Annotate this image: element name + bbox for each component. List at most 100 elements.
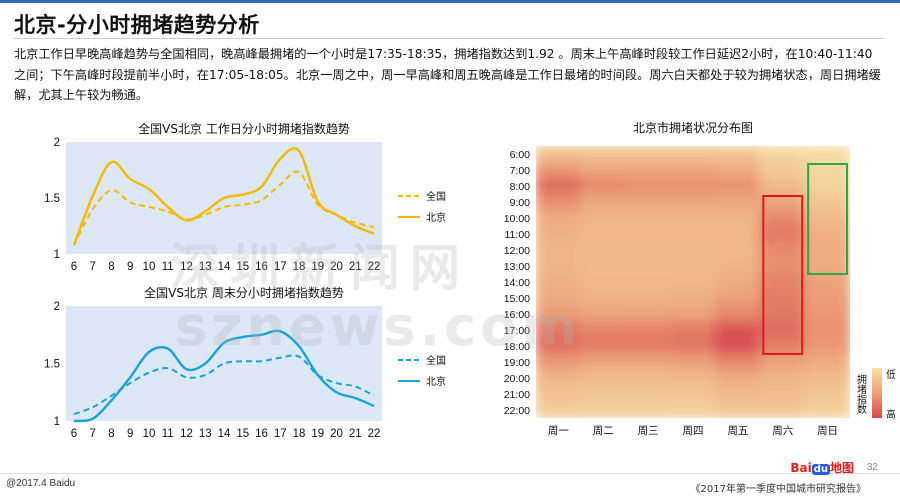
- legend-label: 北京: [426, 375, 446, 388]
- heatmap-cell: [714, 209, 762, 227]
- heatmap-cell: [536, 146, 582, 163]
- chart-title: 北京市拥堵状况分布图: [633, 120, 753, 135]
- x-tick-label: 12: [180, 428, 193, 440]
- heatmap-cell: [714, 305, 762, 323]
- y-tick-label: 22:00: [504, 405, 530, 417]
- heatmap-cell: [714, 337, 762, 355]
- legend-label: 全国: [426, 190, 446, 203]
- highlight-box-red: [762, 195, 804, 355]
- heatmap-cell: [669, 209, 717, 227]
- y-tick-label: 2: [54, 137, 60, 149]
- x-tick-label: 周五: [727, 425, 748, 437]
- heatmap-cell: [624, 305, 672, 323]
- heatmap-cell: [804, 305, 850, 323]
- heatmap-cell: [759, 273, 807, 291]
- heatmap-cell: [714, 321, 762, 339]
- heatmap-cell: [714, 353, 762, 371]
- heatmap-cell: [579, 401, 627, 418]
- heatmap-cell: [714, 193, 762, 211]
- heatmap-cell: [579, 337, 627, 355]
- y-tick-label: 6:00: [510, 149, 531, 161]
- heatmap-cell: [714, 161, 762, 179]
- x-tick-label: 16: [255, 428, 268, 440]
- x-tick-label: 周二: [593, 425, 614, 437]
- heatmap-cell: [804, 369, 850, 387]
- heatmap-cell: [624, 273, 672, 291]
- title-divider: [14, 38, 884, 39]
- heatmap-cell: [579, 289, 627, 307]
- y-tick-label: 15:00: [504, 293, 530, 305]
- x-tick-label: 13: [199, 428, 212, 440]
- heatmap-cell: [624, 177, 672, 195]
- congestion-heatmap: 北京市拥堵状况分布图 6:00 7:00 8:00 9:00 10:00 11:00 12:0…: [490, 118, 896, 448]
- legend-title: 拥堵指数: [855, 373, 867, 415]
- heatmap-cell: [536, 241, 582, 259]
- heatmap-cell: [624, 257, 672, 275]
- heatmap-cell: [759, 225, 807, 243]
- logo-text: Bai: [790, 461, 812, 475]
- heatmap-cell: [624, 289, 672, 307]
- x-tick-label: 21: [349, 261, 362, 273]
- heatmap-cell: [669, 401, 717, 418]
- x-tick-label: 19: [311, 261, 324, 273]
- y-tick-label: 10:00: [504, 213, 530, 225]
- x-tick-label: 20: [330, 261, 343, 273]
- weekday-line-chart: 全国VS北京 工作日分小时拥堵指数趋势 1 1.5 2 6 7 8 9 10 11 12 13 14 15…: [30, 118, 460, 278]
- heatmap-cell: [579, 209, 627, 227]
- heatmap-cell: [669, 273, 717, 291]
- heatmap-cell: [624, 193, 672, 211]
- heatmap-cell: [714, 289, 762, 307]
- heatmap-cell: [759, 209, 807, 227]
- heatmap-cell: [804, 193, 850, 211]
- x-tick-label: 13: [199, 261, 212, 273]
- chart-title: 全国VS北京 工作日分小时拥堵指数趋势: [138, 121, 350, 136]
- heatmap-cell: [669, 193, 717, 211]
- heatmap-cell: [579, 177, 627, 195]
- heatmap-cell: [536, 321, 582, 339]
- heatmap-cell: [759, 401, 807, 418]
- plot-area: [66, 306, 382, 421]
- x-tick-label: 周一: [548, 425, 569, 437]
- heatmap-cell: [624, 241, 672, 259]
- x-tick-label: 9: [127, 428, 133, 440]
- x-tick-label: 12: [180, 261, 193, 273]
- heatmap-cell: [579, 321, 627, 339]
- chart-title: 全国VS北京 周末分小时拥堵指数趋势: [144, 285, 344, 300]
- top-accent-bar: [0, 0, 900, 3]
- y-tick-label: 16:00: [504, 309, 530, 321]
- heatmap-cell: [536, 273, 582, 291]
- heatmap-cell: [579, 369, 627, 387]
- legend-low-label: 低: [886, 368, 895, 381]
- y-tick-label: 17:00: [504, 325, 530, 337]
- heatmap-cell: [669, 161, 717, 179]
- heatmap-cell: [804, 337, 850, 355]
- heatmap-cell: [714, 401, 762, 418]
- page-number: 32: [866, 462, 878, 473]
- x-tick-label: 11: [162, 261, 174, 273]
- heatmap-cell: [804, 241, 850, 259]
- page-title: 北京-分小时拥堵趋势分析: [14, 13, 260, 37]
- x-tick-label: 20: [330, 428, 343, 440]
- paw-icon: du: [811, 464, 830, 475]
- heatmap-cell: [536, 289, 582, 307]
- heatmap-cell: [714, 273, 762, 291]
- heatmap-cell: [804, 209, 850, 227]
- heatmap-cell: [759, 385, 807, 403]
- heatmap-cell: [804, 401, 850, 418]
- weekend-line-chart: 全国VS北京 周末分小时拥堵指数趋势 1 1.5 2 6 7 8 9 10 11 12 13 14 15 1…: [30, 282, 460, 445]
- copyright-text: @2017.4 Baidu: [6, 478, 76, 489]
- heatmap-cell: [536, 353, 582, 371]
- legend-gradient: [872, 368, 882, 418]
- heatmap-cell: [759, 241, 807, 259]
- heatmap-cell: [536, 401, 582, 418]
- series-line-beijing: [72, 147, 375, 246]
- heatmap-cell: [536, 225, 582, 243]
- heatmap-cell: [536, 177, 582, 195]
- legend-high-label: 高: [886, 408, 895, 421]
- series-line-beijing: [73, 329, 375, 423]
- heatmap-cell: [804, 289, 850, 307]
- heatmap-cell: [669, 177, 717, 195]
- y-tick-label: 13:00: [504, 261, 530, 273]
- heatmap-cell: [714, 257, 762, 275]
- heatmap-cell: [759, 305, 807, 323]
